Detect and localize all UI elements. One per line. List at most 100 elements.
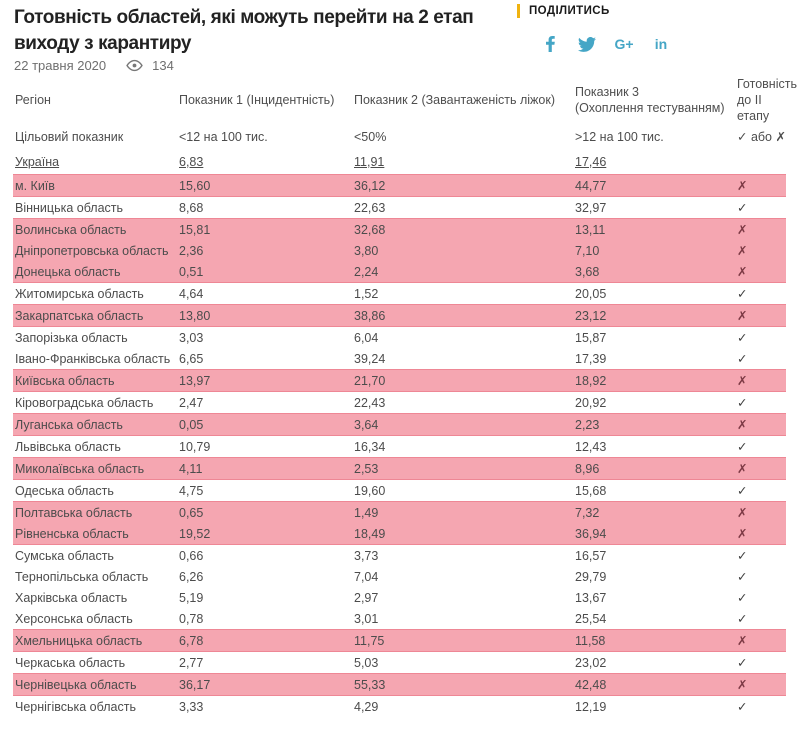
facebook-icon[interactable] [539,36,561,52]
indicator3-cell: 12,19 [575,699,607,714]
indicator2-cell: 5,03 [354,655,379,670]
share-label: ПОДІЛИТИСЬ [529,5,610,17]
table-row: Тернопільська область 6,26 7,04 29,79 ✓ [13,566,786,587]
readiness-cell: ✓ [737,612,748,626]
indicator2-cell: 55,33 [352,673,573,696]
indicator3-cell: 23,02 [575,655,607,670]
indicator1-cell: 13,97 [177,369,352,392]
indicator3-cell: 20,92 [575,395,607,410]
googleplus-icon[interactable]: G+ [614,36,634,52]
readiness-cell: ✗ [728,501,786,523]
readiness-cell: ✗ [728,218,786,240]
indicator2-cell: 7,04 [354,569,379,584]
indicator3-cell: 29,79 [575,569,607,584]
indicator3-cell: 15,68 [575,483,607,498]
col-indicator3: Показник 3 (Охоплення тестуванням) [575,85,725,115]
indicator2-cell: 39,24 [354,351,386,366]
table-row: Чернігівська область 3,33 4,29 12,19 ✓ [13,696,786,718]
readiness-cell: ✓ [737,201,748,215]
indicator1-cell: 4,75 [179,483,204,498]
readiness-cell: ✗ [728,457,786,480]
ukraine-indicator1[interactable]: 6,83 [179,154,204,169]
indicator3-cell: 13,67 [575,590,607,605]
indicator1-cell: 5,19 [179,590,204,605]
region-cell: Миколаївська область [13,457,177,480]
table-row: Київська область 13,97 21,70 18,92 ✗ [13,369,786,392]
indicator1-cell: 15,60 [177,174,352,197]
indicator1-cell: 0,78 [179,611,204,626]
twitter-icon[interactable] [576,36,598,52]
region-cell: Донецька область [13,261,177,283]
ukraine-indicator3[interactable]: 17,46 [575,154,607,169]
indicator3-cell: 20,05 [575,286,607,301]
readiness-table: Регіон Показник 1 (Інцидентність) Показн… [13,76,797,718]
readiness-cell: ✓ [737,396,748,410]
indicator2-cell: 19,60 [354,483,386,498]
table-row: Черкаська область 2,77 5,03 23,02 ✓ [13,652,786,674]
table-row: м. Київ 15,60 36,12 44,77 ✗ [13,174,786,197]
indicator2-cell: 6,04 [354,330,379,345]
linkedin-icon[interactable]: in [654,36,668,52]
indicator3-cell: 12,43 [575,439,607,454]
indicator3-cell: 3,68 [573,261,728,283]
indicator2-cell: 18,49 [352,523,573,545]
table-row: Харківська область 5,19 2,97 13,67 ✓ [13,587,786,608]
readiness-cell: ✓ [737,440,748,454]
indicator3-cell: 7,32 [573,501,728,523]
indicator3-cell: 11,58 [573,629,728,652]
ukraine-label[interactable]: Україна [15,154,60,169]
share-accent-bar [517,4,520,18]
table-row: Житомирська область 4,64 1,52 20,05 ✓ [13,283,786,305]
share-icons: G+ in [539,36,687,52]
indicator1-cell: 2,77 [179,655,204,670]
indicator1-cell: 0,66 [179,548,204,563]
region-cell: Дніпропетровська область [13,240,177,261]
region-cell: Херсонська область [15,611,133,626]
indicator1-cell: 36,17 [177,673,352,696]
indicator2-cell: 1,52 [354,286,379,301]
readiness-cell: ✗ [728,240,786,261]
readiness-cell: ✓ [737,484,748,498]
readiness-cell: ✗ [728,174,786,197]
readiness-cell: ✗ [728,523,786,545]
target-indicator2: <50% [354,129,387,144]
target-indicator1: <12 на 100 тис. [179,129,268,144]
table-header-row: Регіон Показник 1 (Інцидентність) Показн… [13,76,797,124]
indicator2-cell: 3,64 [352,413,573,436]
readiness-cell: ✗ [728,413,786,436]
indicator1-cell: 19,52 [177,523,352,545]
region-cell: Полтавська область [13,501,177,523]
indicator2-cell: 2,24 [352,261,573,283]
readiness-cell: ✓ [737,570,748,584]
ukraine-summary-row[interactable]: Україна 6,83 11,91 17,46 [13,149,786,175]
indicator2-cell: 2,53 [352,457,573,480]
table-row: Донецька область 0,51 2,24 3,68 ✗ [13,261,786,283]
indicator3-cell: 17,39 [575,351,607,366]
indicator1-cell: 8,68 [179,200,204,215]
col-region: Регіон [15,93,51,107]
indicator1-cell: 13,80 [177,304,352,327]
table-row: Чернівецька область 36,17 55,33 42,48 ✗ [13,673,786,696]
table-row: Запорізька область 3,03 6,04 15,87 ✓ [13,327,786,349]
target-label: Цільовий показник [15,129,124,144]
indicator1-cell: 2,36 [177,240,352,261]
indicator1-cell: 6,26 [179,569,204,584]
indicator3-cell: 42,48 [573,673,728,696]
indicator2-cell: 32,68 [352,218,573,240]
ukraine-indicator2[interactable]: 11,91 [354,154,385,169]
target-row: Цільовий показник <12 на 100 тис. <50% >… [13,124,786,149]
indicator3-cell: 15,87 [575,330,607,345]
ukraine-readiness [728,149,786,175]
region-cell: Черкаська область [15,655,126,670]
indicator1-cell: 3,33 [179,699,204,714]
indicator3-cell: 25,54 [575,611,607,626]
readiness-cell: ✓ [737,591,748,605]
readiness-cell: ✗ [728,673,786,696]
table-row: Дніпропетровська область 2,36 3,80 7,10 … [13,240,786,261]
indicator2-cell: 22,43 [354,395,386,410]
table-row: Івано-Франківська область 6,65 39,24 17,… [13,348,786,370]
table-row: Кіровоградська область 2,47 22,43 20,92 … [13,392,786,414]
table-row: Вінницька область 8,68 22,63 32,97 ✓ [13,197,786,219]
region-cell: Запорізька область [15,330,128,345]
